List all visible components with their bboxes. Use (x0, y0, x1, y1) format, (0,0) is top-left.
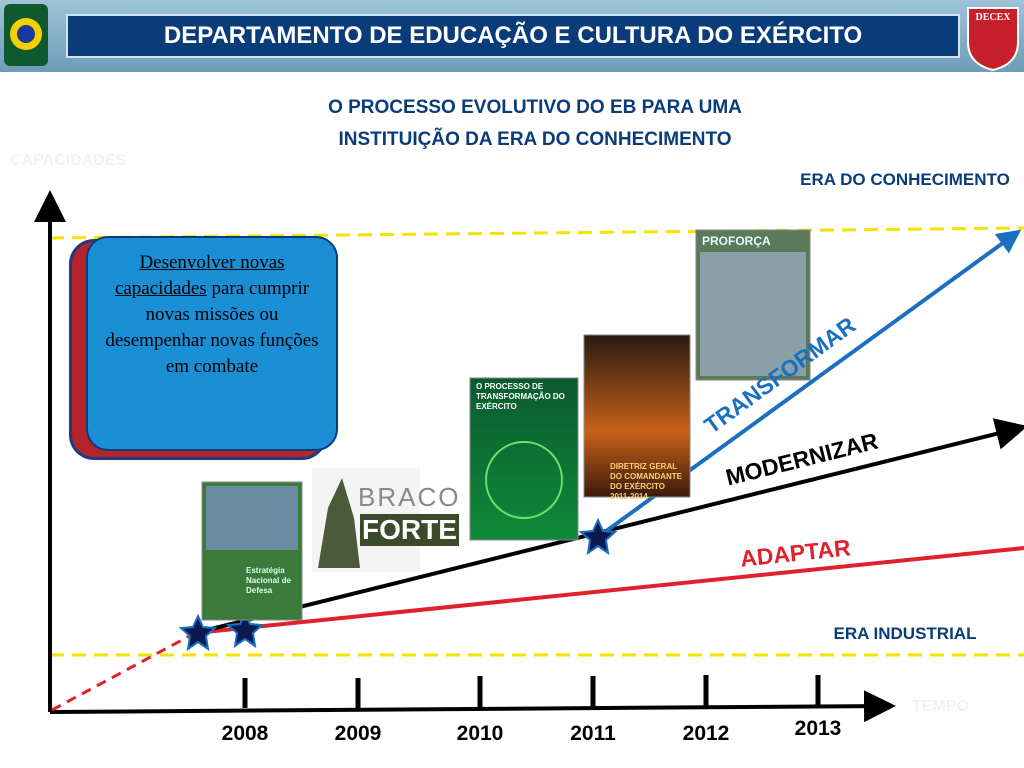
header-bar (66, 14, 960, 58)
year-ticks (242, 675, 821, 708)
year-label: 2010 (456, 722, 504, 745)
x-axis-label: TEMPO (912, 698, 969, 715)
past-line (51, 631, 196, 712)
y-axis-label: CAPACIDADES (10, 152, 127, 169)
x-axis (49, 690, 896, 723)
year-label: 2008 (221, 722, 269, 745)
callout: Desenvolver novas capacidades para cumpr… (86, 236, 338, 451)
callout-text: para cumprir novas missões ou desempenha… (105, 278, 319, 377)
stars (178, 517, 618, 652)
cover-processo-title: O PROCESSO DE TRANSFORMAÇÃO DO EXÉRCITO (476, 382, 565, 411)
year-label: 2012 (682, 722, 730, 745)
subtitle-line: O PROCESSO EVOLUTIVO DO EB PARA UMA (328, 97, 742, 118)
subtitle: O PROCESSO EVOLUTIVO DO EB PARA UMA INST… (200, 92, 870, 156)
cover-diretriz-title: DIRETRIZ GERAL DO COMANDANTE DO EXÉRCITO… (610, 462, 682, 501)
soldier-figure (318, 478, 360, 568)
callout-emphasis: Desenvolver novas capacidades (114, 252, 285, 299)
era-bottom: ERA INDUSTRIAL (833, 624, 977, 643)
cover-forte-text: FORTE (360, 514, 459, 546)
header-title: DEPARTAMENTO DE EDUCAÇÃO E CULTURA DO EX… (163, 22, 863, 49)
cover-proforca-image (700, 252, 806, 376)
cover-processo (469, 377, 579, 541)
era-top: ERA DO CONHECIMENTO (800, 170, 1010, 189)
cover-braco-text: BRACO (358, 482, 461, 512)
decex-logo-text: DECEX (975, 12, 1011, 23)
cover-proforca-title: PROFORÇA (702, 234, 771, 248)
cover-end-photos (206, 486, 298, 550)
year-label: 2009 (334, 722, 382, 745)
year-label: 2013 (794, 717, 842, 740)
radar (485, 441, 563, 519)
adapt-line (194, 546, 1024, 635)
left-emblem-globe (17, 25, 35, 43)
decex-shield (967, 7, 1019, 72)
cover-end-title: Estratégia Nacional de Defesa (246, 566, 291, 595)
subtitle-line: INSTITUIÇÃO DA ERA DO CONHECIMENTO (338, 129, 732, 150)
year-label: 2011 (570, 722, 616, 745)
cover-diretriz (583, 334, 691, 498)
